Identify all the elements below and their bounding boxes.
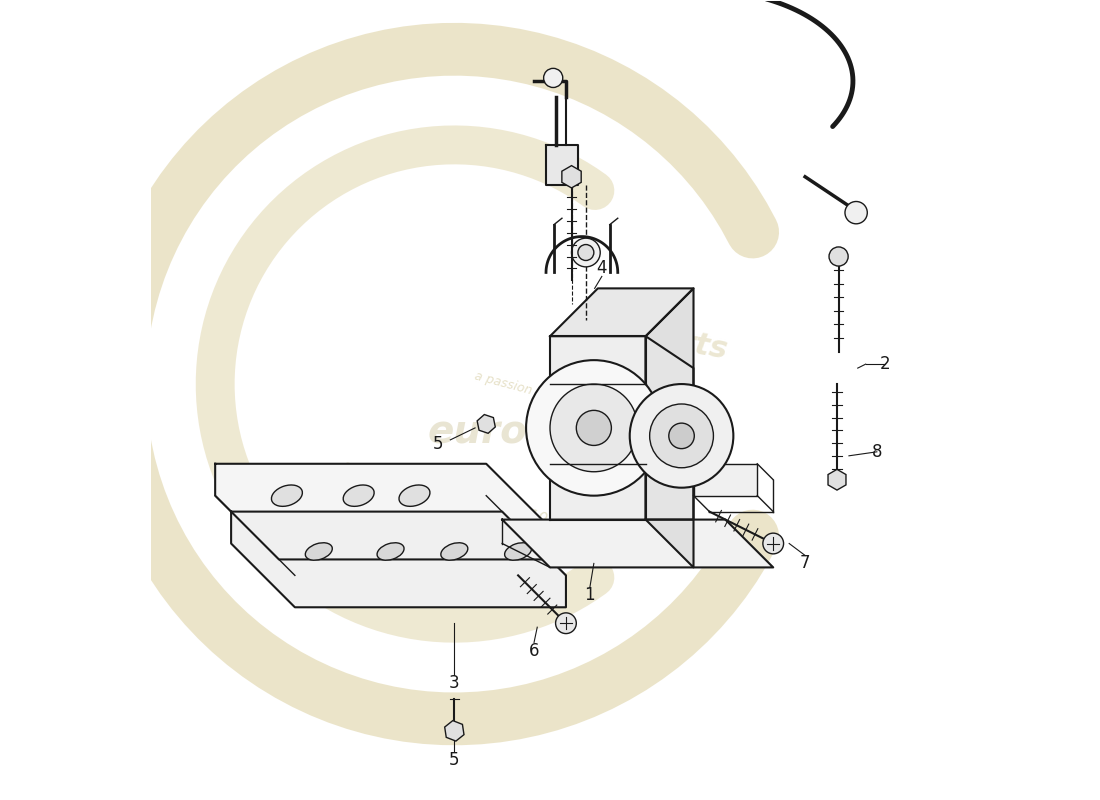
Text: 5: 5 [433, 435, 443, 453]
Text: euroParts: euroParts [428, 413, 640, 451]
Text: euroParts: euroParts [561, 307, 730, 365]
Ellipse shape [441, 542, 468, 560]
Circle shape [650, 404, 714, 468]
Circle shape [669, 423, 694, 449]
Ellipse shape [306, 542, 332, 560]
Polygon shape [546, 145, 578, 185]
Text: 5: 5 [449, 751, 460, 770]
Circle shape [572, 238, 601, 267]
Ellipse shape [399, 485, 430, 506]
Ellipse shape [272, 485, 302, 506]
Text: 1: 1 [584, 586, 595, 604]
Circle shape [543, 68, 563, 87]
Ellipse shape [377, 542, 404, 560]
Text: 6: 6 [529, 642, 539, 660]
Polygon shape [503, 519, 773, 567]
Polygon shape [646, 288, 693, 567]
Text: a passion for parts since 1985: a passion for parts since 1985 [473, 370, 659, 430]
Circle shape [629, 384, 734, 488]
Ellipse shape [343, 485, 374, 506]
Polygon shape [550, 336, 646, 519]
Polygon shape [216, 464, 550, 559]
Circle shape [763, 533, 783, 554]
Ellipse shape [505, 542, 531, 560]
Text: 3: 3 [449, 674, 460, 692]
Circle shape [578, 245, 594, 261]
Circle shape [526, 360, 661, 496]
Circle shape [556, 613, 576, 634]
Text: a passion for parts since 1985: a passion for parts since 1985 [341, 458, 568, 533]
Circle shape [829, 247, 848, 266]
Circle shape [550, 384, 638, 472]
Circle shape [576, 410, 612, 446]
Polygon shape [231, 512, 565, 607]
Text: 4: 4 [596, 259, 607, 278]
Polygon shape [646, 336, 693, 519]
Text: 7: 7 [800, 554, 811, 573]
Circle shape [845, 202, 867, 224]
Text: 8: 8 [871, 443, 882, 461]
Text: 2: 2 [880, 355, 890, 373]
Polygon shape [693, 464, 757, 496]
Polygon shape [550, 288, 693, 336]
